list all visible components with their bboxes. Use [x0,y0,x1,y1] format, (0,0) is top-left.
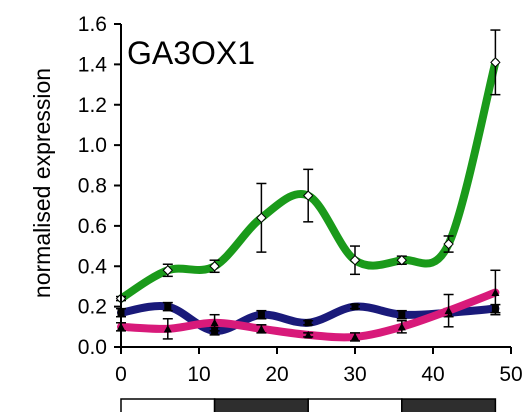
y-tick-label: 0.6 [78,215,107,238]
bar-segment-light [120,398,216,412]
data-point [396,254,408,266]
data-point [162,265,174,276]
x-tick-label: 10 [187,363,210,386]
series-0 [115,29,501,304]
data-point [491,288,500,296]
bar-segment-light [307,398,403,412]
data-point [163,324,172,333]
y-axis-label: normalised expression [29,68,55,298]
y-tick-label: 0.2 [78,296,107,319]
data-point [490,57,501,68]
y-tick-label: 1.4 [78,53,108,76]
data-point [398,311,406,319]
light-dark-bar [120,398,497,412]
bar-segment-dark [213,398,309,412]
data-point [304,330,313,339]
data-point [164,303,172,311]
data-point [210,318,219,327]
y-tick-label: 1.6 [78,13,107,36]
data-point [349,254,361,266]
x-tick-label: 30 [343,363,366,386]
series-layer [115,29,501,342]
data-point [444,306,453,315]
data-point [397,322,406,331]
axes: 0.0 0.2 0.4 0.6 0.8 1.0 1.2 1.4 1.6 0 10 20 30 40 50 [78,13,523,386]
series-2 [116,269,501,342]
bar-segment-dark [401,398,497,412]
data-point [256,212,267,224]
y-tick-label: 1.2 [78,94,107,117]
x-tick-label: 0 [115,363,127,386]
data-point [209,261,220,272]
y-tick-label: 1.0 [78,134,107,157]
x-tick-label: 50 [499,363,522,386]
chart-title: GA3OX1 [127,35,255,71]
data-point [257,311,265,319]
x-tick-label: 40 [421,363,444,386]
data-point [304,319,312,327]
data-point [351,303,359,311]
data-point [351,332,359,341]
x-tick-label: 20 [265,363,288,386]
data-point [302,190,314,201]
y-tick-label: 0.0 [78,336,107,359]
data-point [443,238,454,250]
y-tick-label: 0.4 [78,255,108,278]
data-point [257,324,266,333]
y-tick-label: 0.8 [78,175,107,198]
